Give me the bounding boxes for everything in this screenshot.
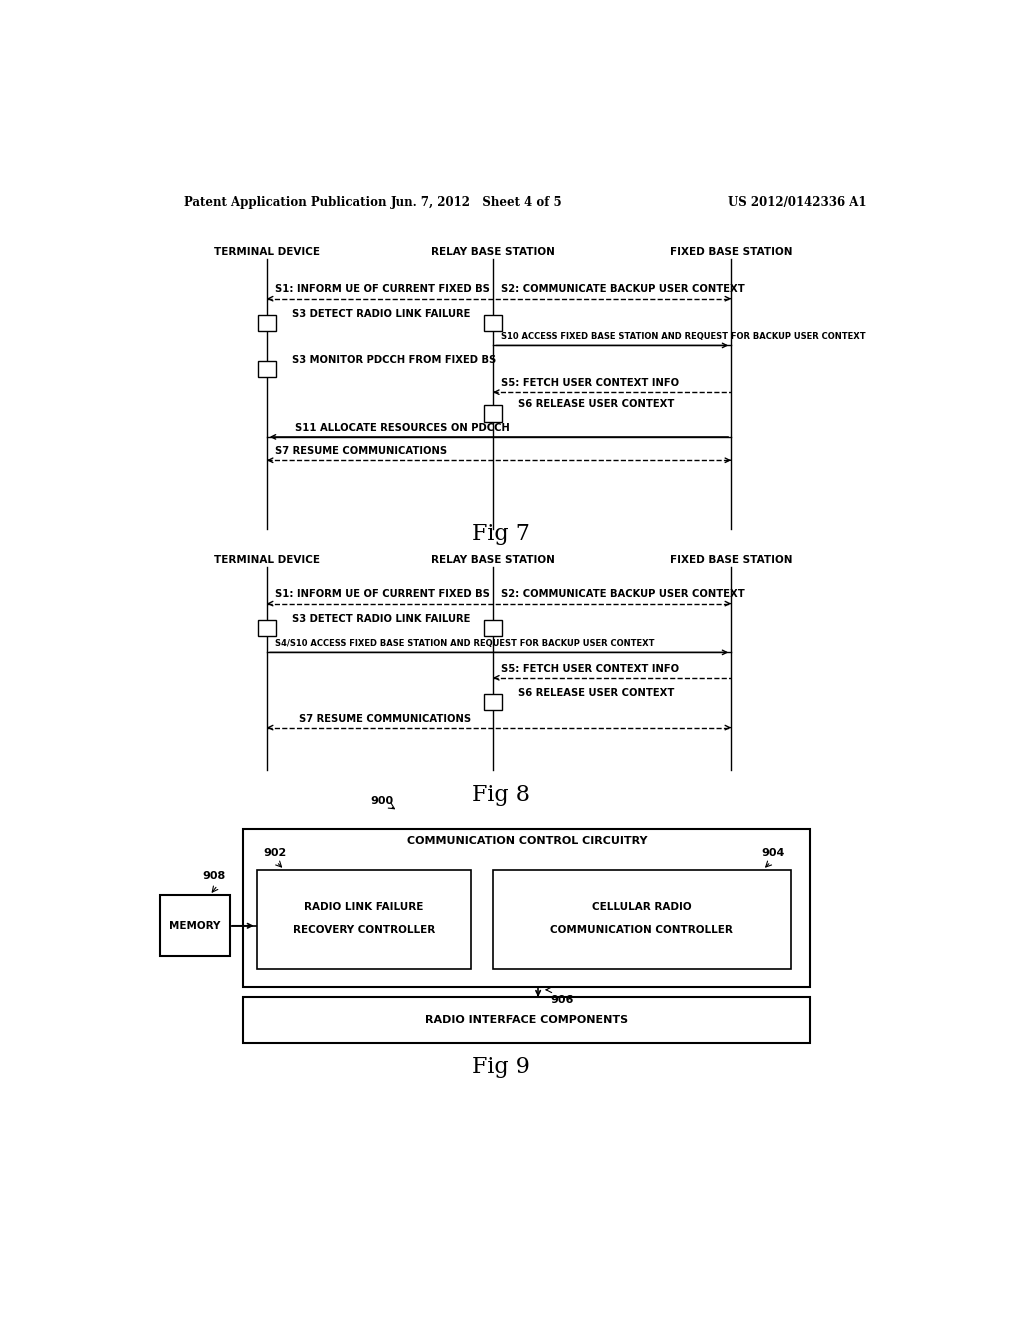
Text: S4/S10 ACCESS FIXED BASE STATION AND REQUEST FOR BACKUP USER CONTEXT: S4/S10 ACCESS FIXED BASE STATION AND REQ… [274,639,654,648]
Text: 900: 900 [371,796,394,805]
Text: 908: 908 [203,871,225,880]
Text: FIXED BASE STATION: FIXED BASE STATION [670,247,793,257]
Bar [243,829,811,987]
Text: S2: COMMUNICATE BACKUP USER CONTEXT: S2: COMMUNICATE BACKUP USER CONTEXT [501,284,744,293]
Text: S6 RELEASE USER CONTEXT: S6 RELEASE USER CONTEXT [518,400,675,409]
Text: COMMUNICATION CONTROLLER: COMMUNICATION CONTROLLER [551,925,733,935]
Text: MEMORY: MEMORY [169,921,220,931]
Text: S3 DETECT RADIO LINK FAILURE: S3 DETECT RADIO LINK FAILURE [292,309,471,319]
Bar [484,315,502,331]
Text: FIXED BASE STATION: FIXED BASE STATION [670,554,793,565]
Text: S1: INFORM UE OF CURRENT FIXED BS: S1: INFORM UE OF CURRENT FIXED BS [274,589,489,598]
Text: Jun. 7, 2012   Sheet 4 of 5: Jun. 7, 2012 Sheet 4 of 5 [391,195,563,209]
Bar [484,405,502,421]
Text: 904: 904 [761,847,784,858]
Text: CELLULAR RADIO: CELLULAR RADIO [592,903,691,912]
Text: TERMINAL DEVICE: TERMINAL DEVICE [214,247,319,257]
Text: S7 RESUME COMMUNICATIONS: S7 RESUME COMMUNICATIONS [299,714,471,723]
Text: S10 ACCESS FIXED BASE STATION AND REQUEST FOR BACKUP USER CONTEXT: S10 ACCESS FIXED BASE STATION AND REQUES… [501,333,865,342]
Bar [484,620,502,636]
Text: S1: INFORM UE OF CURRENT FIXED BS: S1: INFORM UE OF CURRENT FIXED BS [274,284,489,293]
Text: COMMUNICATION CONTROL CIRCUITRY: COMMUNICATION CONTROL CIRCUITRY [407,837,647,846]
Text: Fig 7: Fig 7 [472,523,530,545]
Bar [257,870,471,969]
Text: S3 DETECT RADIO LINK FAILURE: S3 DETECT RADIO LINK FAILURE [292,614,471,624]
Text: RELAY BASE STATION: RELAY BASE STATION [431,554,555,565]
Bar [258,620,275,636]
Text: RELAY BASE STATION: RELAY BASE STATION [431,247,555,257]
Text: S5: FETCH USER CONTEXT INFO: S5: FETCH USER CONTEXT INFO [501,378,679,388]
Text: US 2012/0142336 A1: US 2012/0142336 A1 [727,195,866,209]
Text: S2: COMMUNICATE BACKUP USER CONTEXT: S2: COMMUNICATE BACKUP USER CONTEXT [501,589,744,598]
Text: 902: 902 [263,847,286,858]
Text: S11 ALLOCATE RESOURCES ON PDCCH: S11 ALLOCATE RESOURCES ON PDCCH [295,422,509,433]
Bar [160,895,229,956]
Text: Fig 9: Fig 9 [472,1056,530,1078]
Text: RECOVERY CONTROLLER: RECOVERY CONTROLLER [293,925,435,935]
Bar [484,694,502,710]
Text: TERMINAL DEVICE: TERMINAL DEVICE [214,554,319,565]
Bar [258,315,275,331]
Text: 906: 906 [550,995,573,1005]
Text: S6 RELEASE USER CONTEXT: S6 RELEASE USER CONTEXT [518,688,675,698]
Text: S5: FETCH USER CONTEXT INFO: S5: FETCH USER CONTEXT INFO [501,664,679,673]
Text: S3 MONITOR PDCCH FROM FIXED BS: S3 MONITOR PDCCH FROM FIXED BS [292,355,497,364]
Text: RADIO LINK FAILURE: RADIO LINK FAILURE [304,903,423,912]
Bar [243,997,811,1043]
Bar [494,870,791,969]
Text: Fig 8: Fig 8 [472,784,530,805]
Text: S7 RESUME COMMUNICATIONS: S7 RESUME COMMUNICATIONS [274,446,446,457]
Text: Patent Application Publication: Patent Application Publication [183,195,386,209]
Text: RADIO INTERFACE COMPONENTS: RADIO INTERFACE COMPONENTS [425,1015,629,1024]
Bar [258,360,275,378]
